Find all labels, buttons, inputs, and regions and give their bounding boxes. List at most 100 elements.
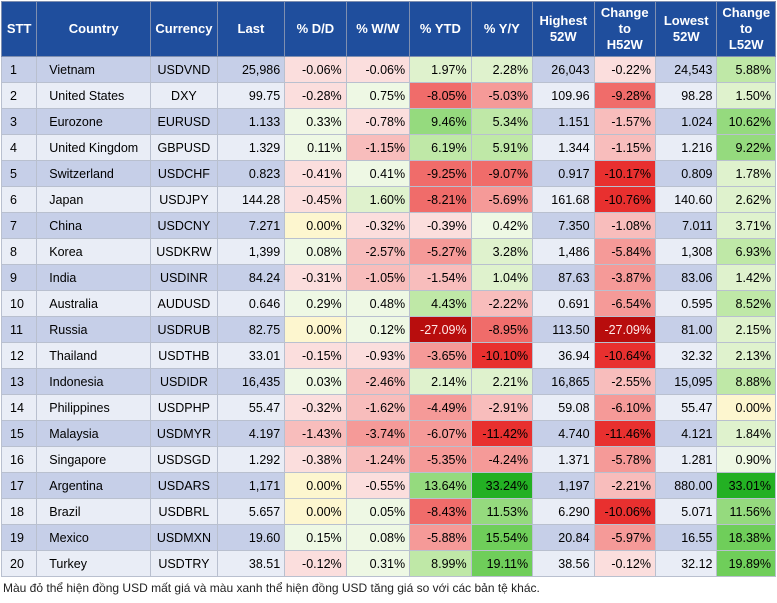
table-row: 2 United States DXY 99.75 -0.28% 0.75% -8.05% -… [0, 82, 776, 109]
cell-currency: DXY [150, 82, 218, 109]
cell-ww: -1.15% [345, 134, 411, 161]
cell-stt: 4 [0, 134, 38, 161]
cell-currency: EURUSD [150, 108, 218, 135]
header-chl-line1: Change [722, 5, 771, 20]
cell-currency: USDBRL [150, 498, 218, 525]
cell-currency: USDMXN [150, 524, 218, 551]
cell-last: 84.24 [216, 264, 286, 291]
cell-chl: 33.01% [716, 472, 776, 499]
header-dd-label: % D/D [296, 21, 335, 36]
header-chh-line2: to [618, 21, 631, 36]
cell-low: 55.47 [654, 394, 718, 421]
cell-chl: 10.62% [716, 108, 776, 135]
cell-low: 83.06 [654, 264, 718, 291]
cell-low: 880.00 [654, 472, 718, 499]
cell-stt: 8 [0, 238, 38, 265]
cell-low: 7.011 [654, 212, 718, 239]
cell-currency: USDCHF [150, 160, 218, 187]
cell-yy: 0.42% [470, 212, 534, 239]
cell-low: 15,095 [654, 368, 718, 395]
table-row: 18 Brazil USDBRL 5.657 0.00% 0.05% -8.43% 11.53… [0, 498, 776, 525]
cell-yy: -4.24% [470, 446, 534, 473]
cell-currency: USDVND [150, 56, 218, 83]
table-row: 14 Philippines USDPHP 55.47 -0.32% -1.62% -4.4… [0, 394, 776, 421]
cell-ww: -1.24% [345, 446, 411, 473]
cell-chh: -6.10% [593, 394, 657, 421]
fx-table: STT Country Currency Last % D/D % W/W % … [0, 1, 776, 577]
footnote: Màu đỏ thể hiện đồng USD mất giá và màu … [3, 581, 540, 595]
table-row: 6 Japan USDJPY 144.28 -0.45% 1.60% -8.21% -5.69… [0, 186, 776, 213]
cell-ww: -3.74% [345, 420, 411, 447]
cell-ytd: -6.07% [409, 420, 472, 447]
cell-dd: -0.45% [284, 186, 347, 213]
cell-ytd: 9.46% [409, 108, 472, 135]
cell-stt: 3 [0, 108, 38, 135]
cell-ytd: -0.39% [409, 212, 472, 239]
cell-country: Russia [36, 316, 152, 343]
cell-country: United States [36, 82, 152, 109]
cell-country: Japan [36, 186, 152, 213]
cell-yy: 3.28% [470, 238, 534, 265]
table-row: 5 Switzerland USDCHF 0.823 -0.41% 0.41% -9.25%… [0, 160, 776, 187]
cell-yy: 5.34% [470, 108, 534, 135]
cell-chh: -0.22% [593, 56, 657, 83]
cell-last: 1,399 [216, 238, 286, 265]
cell-last: 0.646 [216, 290, 286, 317]
cell-chh: -1.15% [593, 134, 657, 161]
cell-chh: -2.21% [593, 472, 657, 499]
header-yy: % Y/Y [470, 1, 534, 57]
cell-ytd: -8.43% [409, 498, 472, 525]
cell-ww: -1.62% [345, 394, 411, 421]
cell-currency: USDCNY [150, 212, 218, 239]
cell-last: 99.75 [216, 82, 286, 109]
cell-ytd: 13.64% [409, 472, 472, 499]
table-row: 12 Thailand USDTHB 33.01 -0.15% -0.93% -3.65% -… [0, 342, 776, 369]
header-country: Country [36, 1, 152, 57]
cell-ww: 0.75% [345, 82, 411, 109]
cell-country: Australia [36, 290, 152, 317]
cell-currency: USDINR [150, 264, 218, 291]
cell-stt: 12 [0, 342, 38, 369]
table-row: 15 Malaysia USDMYR 4.197 -1.43% -3.74% -6.07% -… [0, 420, 776, 447]
cell-chl: 2.13% [716, 342, 776, 369]
cell-last: 55.47 [216, 394, 286, 421]
header-row: STT Country Currency Last % D/D % W/W % … [0, 1, 776, 57]
cell-last: 7.271 [216, 212, 286, 239]
table-row: 16 Singapore USDSGD 1.292 -0.38% -1.24% -5.35%… [0, 446, 776, 473]
cell-ytd: -9.25% [409, 160, 472, 187]
cell-currency: USDTRY [150, 550, 218, 577]
cell-yy: 15.54% [470, 524, 534, 551]
cell-country: China [36, 212, 152, 239]
cell-low: 1.216 [654, 134, 718, 161]
cell-ww: 0.48% [345, 290, 411, 317]
cell-chl: 1.42% [716, 264, 776, 291]
cell-yy: -5.03% [470, 82, 534, 109]
cell-currency: USDSGD [150, 446, 218, 473]
cell-chl: 0.90% [716, 446, 776, 473]
header-lowest-line1: Lowest [663, 13, 709, 28]
cell-stt: 18 [0, 498, 38, 525]
cell-yy: -2.22% [470, 290, 534, 317]
cell-last: 16,435 [216, 368, 286, 395]
cell-stt: 9 [0, 264, 38, 291]
table-row: 19 Mexico USDMXN 19.60 0.15% 0.08% -5.88% 15.54… [0, 524, 776, 551]
cell-chh: -5.97% [593, 524, 657, 551]
cell-currency: GBPUSD [150, 134, 218, 161]
cell-ww: -0.55% [345, 472, 411, 499]
header-ww-label: % W/W [356, 21, 400, 36]
cell-low: 5.071 [654, 498, 718, 525]
cell-ytd: -5.88% [409, 524, 472, 551]
table-body: 1 Vietnam USDVND 25,986 -0.06% -0.06% 1.97% 2.2… [0, 56, 776, 577]
cell-low: 0.595 [654, 290, 718, 317]
cell-country: Switzerland [36, 160, 152, 187]
cell-country: Korea [36, 238, 152, 265]
header-change-h52w: Change to H52W [593, 1, 657, 57]
cell-currency: USDMYR [150, 420, 218, 447]
cell-high: 0.691 [532, 290, 595, 317]
header-lowest-line2: 52W [672, 29, 700, 44]
cell-high: 20.84 [532, 524, 595, 551]
cell-ww: 0.31% [345, 550, 411, 577]
cell-high: 161.68 [532, 186, 595, 213]
cell-high: 26,043 [532, 56, 595, 83]
cell-dd: 0.00% [284, 498, 347, 525]
